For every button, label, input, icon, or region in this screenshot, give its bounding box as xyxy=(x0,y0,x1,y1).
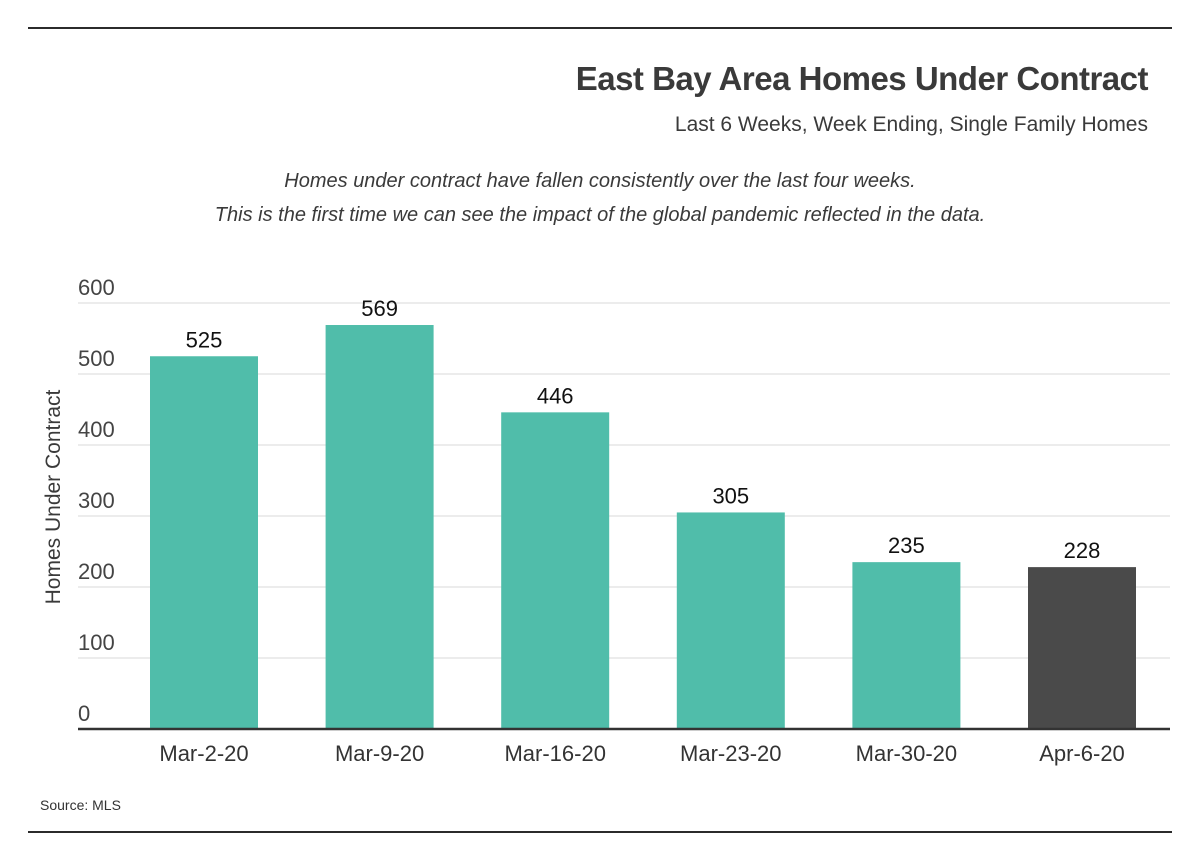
y-tick-label: 300 xyxy=(78,488,115,513)
bar-value-label: 235 xyxy=(888,533,925,558)
bar xyxy=(150,356,258,729)
bar-value-label: 525 xyxy=(186,327,223,352)
source-note: Source: MLS xyxy=(40,797,121,813)
y-tick-label: 100 xyxy=(78,630,115,655)
y-tick-label: 400 xyxy=(78,417,115,442)
bar-value-label: 569 xyxy=(361,296,398,321)
bar xyxy=(501,412,610,729)
bars xyxy=(78,325,1170,731)
bar-value-label: 305 xyxy=(712,483,749,508)
bar xyxy=(676,512,785,729)
gridlines xyxy=(78,302,1170,659)
annotation-line-1: Homes under contract have fallen consist… xyxy=(284,170,916,192)
x-category-label: Mar-30-20 xyxy=(856,741,957,766)
bar-value-label: 228 xyxy=(1064,538,1101,563)
bar xyxy=(325,325,434,729)
bar-value-label: 446 xyxy=(537,383,574,408)
y-tick-label: 500 xyxy=(78,346,115,371)
y-axis-title: Homes Under Contract xyxy=(42,389,65,604)
y-tick-label: 200 xyxy=(78,559,115,584)
bar xyxy=(852,562,961,729)
x-category-label: Mar-2-20 xyxy=(159,741,248,766)
x-category-label: Mar-16-20 xyxy=(504,741,605,766)
labels: 0 100 200 300 400 500 600 525 Mar-2-20 569 Mar-9-2… xyxy=(78,275,1125,766)
x-category-label: Mar-23-20 xyxy=(680,741,781,766)
x-category-label: Mar-9-20 xyxy=(335,741,424,766)
chart-subtitle: Last 6 Weeks, Week Ending, Single Family… xyxy=(674,113,1148,136)
y-tick-label: 600 xyxy=(78,275,115,300)
top-rule xyxy=(28,27,1172,29)
x-category-label: Apr-6-20 xyxy=(1039,741,1125,766)
bar xyxy=(1028,567,1136,729)
chart-title: East Bay Area Homes Under Contract xyxy=(575,60,1149,97)
bottom-rule xyxy=(28,831,1172,833)
annotation-line-2: This is the first time we can see the im… xyxy=(214,204,986,226)
y-tick-label: 0 xyxy=(78,701,90,726)
